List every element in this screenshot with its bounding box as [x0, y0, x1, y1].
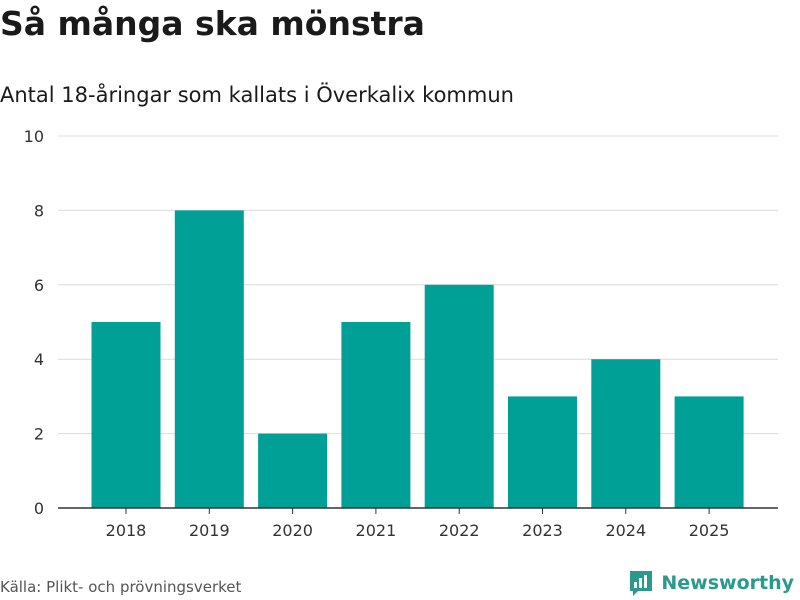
x-tick-label: 2019 [189, 521, 230, 540]
axes: 0 2 4 6 8 10 2018 2019 2020 2021 2022 2023 2024 2025 [24, 127, 778, 540]
x-tick-label: 2025 [689, 521, 730, 540]
bar-2023[interactable] [508, 396, 577, 508]
x-tick-label: 2022 [439, 521, 480, 540]
brand-name: Newsworthy [661, 572, 794, 594]
bar-2019[interactable] [174, 210, 244, 508]
bar-chart: 0 2 4 6 8 10 2018 2019 2020 2021 2022 2023 2024 2025 [24, 127, 778, 540]
bar-2025[interactable] [674, 396, 744, 508]
y-tick-label: 10 [24, 127, 44, 146]
brand-logo[interactable]: Newsworthy [628, 569, 794, 597]
bar-2020[interactable] [258, 433, 328, 508]
x-tick-label: 2018 [106, 521, 147, 540]
y-tick-label: 4 [34, 350, 44, 369]
bar-2024[interactable] [591, 359, 661, 508]
bars [91, 210, 744, 508]
grid-lines [58, 135, 778, 435]
bar-2021[interactable] [341, 322, 411, 508]
bar-2018[interactable] [91, 322, 161, 508]
x-tick-label: 2023 [522, 521, 563, 540]
y-tick-label: 6 [34, 276, 44, 295]
chart-title: Så många ska mönstra [0, 4, 425, 43]
bar-chart-logo-icon [630, 571, 653, 596]
bar-2022[interactable] [424, 284, 494, 508]
y-tick-label: 0 [34, 499, 44, 518]
x-tick-label: 2021 [356, 521, 397, 540]
source-note: Källa: Plikt- och prövningsverket [0, 578, 242, 596]
x-tick-label: 2020 [272, 521, 313, 540]
x-tick-label: 2024 [605, 521, 646, 540]
chart-subtitle: Antal 18-åringar som kallats i Överkalix… [0, 83, 514, 107]
y-tick-label: 2 [34, 425, 44, 444]
y-tick-label: 8 [34, 201, 44, 220]
